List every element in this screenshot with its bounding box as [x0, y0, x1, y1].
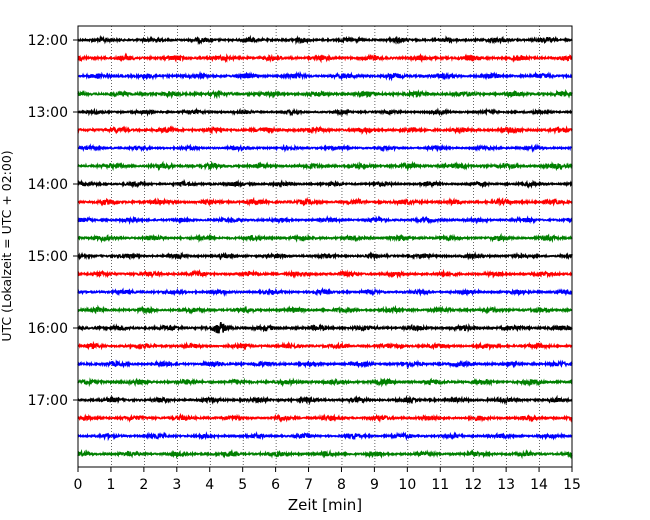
trace-1230 [77, 70, 573, 82]
y-tick-label: 14:00 [28, 177, 68, 193]
trace-1615 [77, 340, 573, 351]
x-tick-label: 9 [370, 477, 379, 493]
y-axis-label: UTC (Lokalzeit = UTC + 02:00) [0, 150, 14, 341]
y-tick-label: 16:00 [28, 321, 68, 337]
x-tick-label: 8 [337, 477, 346, 493]
trace-1200 [77, 34, 573, 46]
trace-1445 [77, 232, 573, 244]
x-tick-label: 1 [106, 477, 115, 493]
x-tick-label: 4 [205, 477, 214, 493]
seismic-traces [77, 34, 573, 460]
x-tick-label: 15 [563, 477, 581, 493]
trace-1500 [77, 251, 573, 262]
trace-1730 [77, 431, 573, 442]
trace-1630 [77, 359, 573, 370]
x-axis-label: Zeit [min] [288, 496, 362, 514]
y-tick-label: 13:00 [28, 105, 68, 121]
x-tick-label: 5 [238, 477, 247, 493]
x-tick-label: 2 [139, 477, 148, 493]
x-tick-label: 6 [271, 477, 280, 493]
x-tick-label: 11 [431, 477, 449, 493]
y-tick-label: 12:00 [28, 33, 68, 49]
trace-1245 [77, 88, 573, 100]
trace-1215 [77, 52, 573, 64]
trace-1300 [77, 107, 573, 117]
trace-1645 [77, 377, 573, 388]
trace-1745 [77, 448, 573, 460]
x-tick-label: 10 [398, 477, 416, 493]
trace-1345 [77, 160, 573, 172]
y-tick-label: 17:00 [28, 393, 68, 409]
plot-frame [77, 25, 573, 468]
x-tick-label: 0 [74, 477, 83, 493]
trace-1415 [77, 196, 573, 207]
x-axis-ticks: 0 1 2 3 4 5 6 7 8 9 10 11 12 13 14 15 [74, 467, 581, 493]
trace-1715 [77, 412, 573, 423]
trace-1700 [77, 394, 573, 406]
x-tick-label: 12 [464, 477, 482, 493]
trace-1545 [77, 304, 573, 315]
trace-1315 [77, 125, 573, 136]
trace-1530 [77, 286, 573, 297]
trace-1430 [77, 214, 573, 225]
x-tick-label: 3 [172, 477, 181, 493]
y-axis-ticks: 12:00 13:00 14:00 15:00 16:00 17:00 [28, 33, 78, 409]
trace-1330 [77, 143, 573, 154]
trace-1515 [77, 268, 573, 279]
trace-1400 [77, 178, 573, 189]
y-tick-label: 15:00 [28, 249, 68, 265]
x-tick-label: 7 [304, 477, 313, 493]
x-tick-label: 14 [530, 477, 548, 493]
x-tick-label: 13 [497, 477, 515, 493]
trace-1600 [77, 322, 573, 334]
